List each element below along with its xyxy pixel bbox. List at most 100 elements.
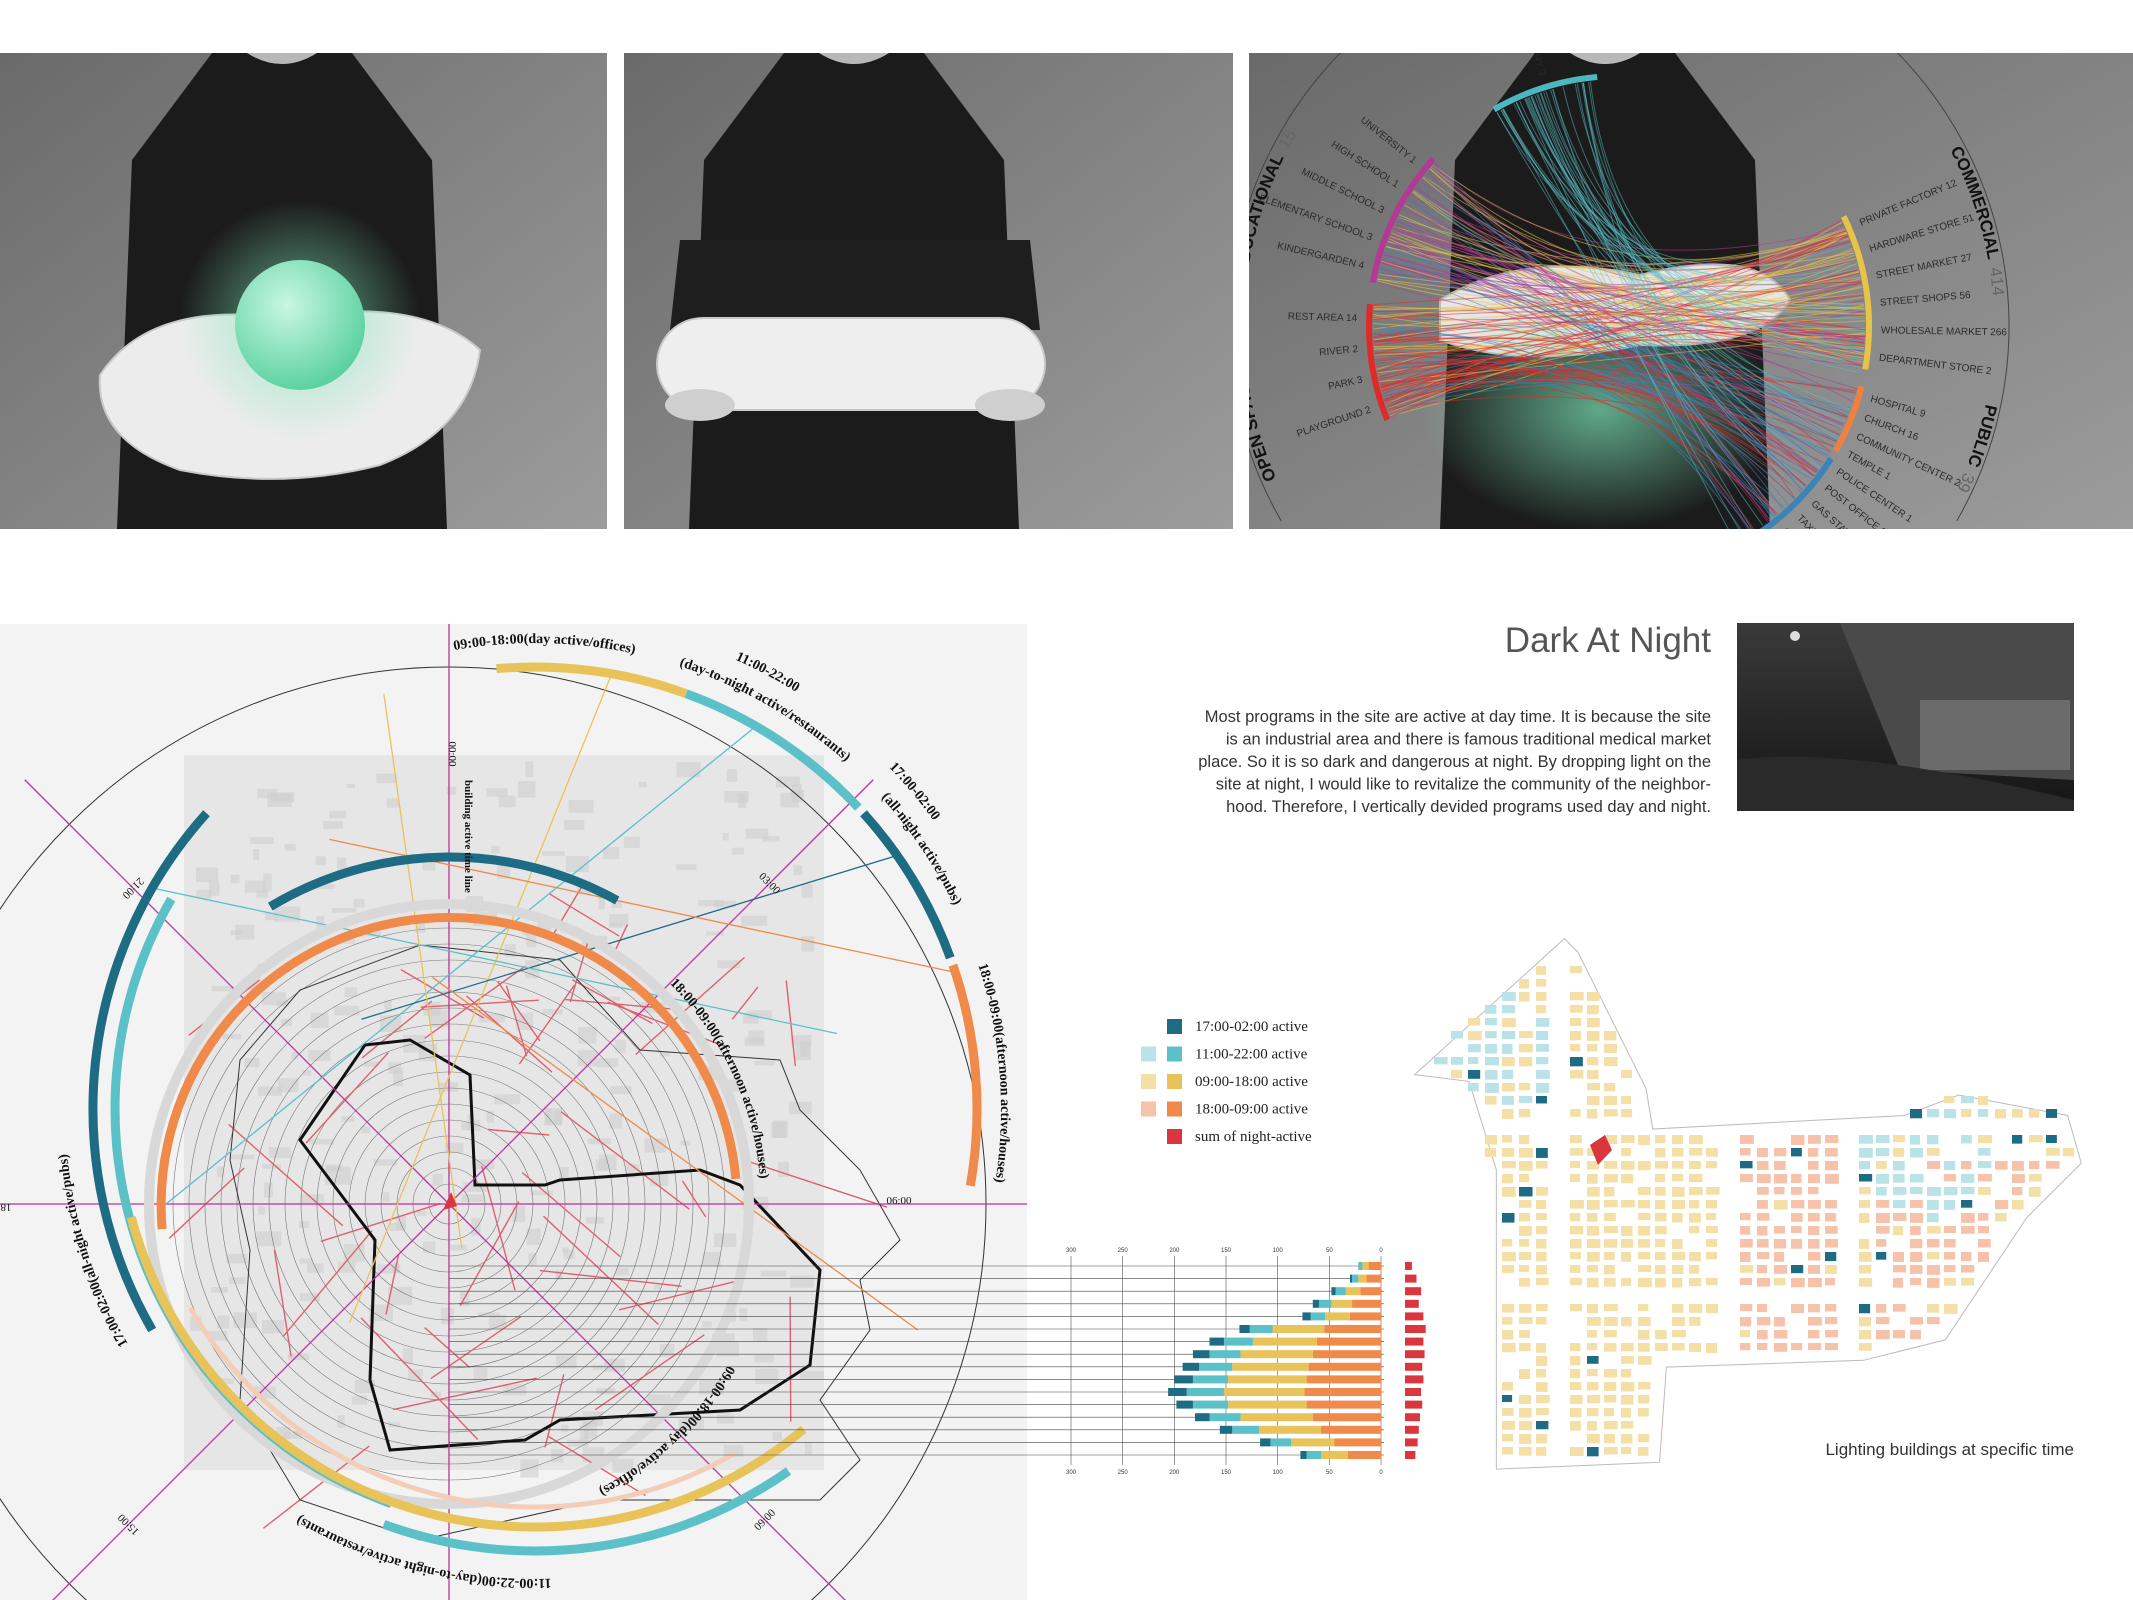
- night-sum-bar: [1405, 1287, 1422, 1296]
- building: [1638, 1447, 1649, 1456]
- building: [1587, 1096, 1600, 1106]
- building: [1757, 1226, 1768, 1236]
- building: [1910, 1239, 1923, 1249]
- connector: [361, 854, 898, 1020]
- group-arc: [1841, 215, 1872, 370]
- building: [1740, 1174, 1753, 1183]
- building: [1621, 1252, 1632, 1262]
- building: [1587, 1174, 1598, 1184]
- building: [1638, 1382, 1651, 1390]
- building: [1519, 979, 1530, 989]
- building: [1519, 1031, 1533, 1039]
- night-sum-bar: [1405, 1388, 1422, 1396]
- night-sum-bar: [1405, 1312, 1424, 1321]
- building: [1825, 1148, 1838, 1157]
- building: [2046, 1161, 2060, 1169]
- building: [1791, 1213, 1803, 1222]
- building: [1808, 1239, 1820, 1249]
- chord: [1515, 102, 1779, 514]
- building: [1570, 1148, 1584, 1156]
- aerial-texture: [698, 899, 724, 907]
- x-tick-label: 150: [1221, 1248, 1232, 1254]
- building: [1502, 992, 1516, 1001]
- building: [1485, 1070, 1498, 1080]
- street: [360, 1317, 479, 1440]
- building: [1910, 1278, 1922, 1286]
- building: [1910, 1252, 1923, 1262]
- building: [1740, 1239, 1753, 1248]
- building: [1570, 1382, 1582, 1390]
- aerial-texture: [264, 1182, 273, 1198]
- building: [1825, 1226, 1838, 1234]
- building: [1978, 1213, 1989, 1221]
- building: [1604, 1330, 1617, 1338]
- aerial-texture: [217, 1315, 230, 1329]
- chord-item-label: RIVER 2: [1319, 344, 1359, 358]
- building: [1587, 1382, 1599, 1391]
- aerial-texture: [416, 1210, 427, 1216]
- bar-segment: [1308, 1362, 1381, 1371]
- night-photo: [1737, 623, 2074, 811]
- chord: [1374, 355, 1779, 514]
- aerial-texture: [561, 1424, 569, 1433]
- building: [1706, 1252, 1718, 1260]
- aerial-texture: [475, 1159, 495, 1170]
- chord: [1387, 241, 1854, 271]
- bar-segment: [1306, 1375, 1381, 1384]
- aerial-texture: [772, 1431, 782, 1441]
- aerial-texture: [748, 1030, 765, 1044]
- lighting-map: [1413, 937, 2082, 1470]
- aerial-texture: [659, 1052, 670, 1057]
- building: [1706, 1213, 1717, 1221]
- legend-swatch: [1167, 1019, 1182, 1034]
- building: [1978, 1239, 1991, 1248]
- building: [1740, 1252, 1751, 1262]
- building: [1621, 1343, 1634, 1352]
- chord: [1373, 327, 1784, 510]
- building: [1655, 1239, 1666, 1248]
- building: [1927, 1265, 1940, 1275]
- building: [1519, 1343, 1531, 1352]
- bar-segment: [1312, 1413, 1381, 1422]
- chord: [1545, 90, 1861, 374]
- building: [1638, 1265, 1652, 1273]
- aerial-texture: [742, 1012, 759, 1024]
- bar-segment: [1223, 1388, 1305, 1396]
- aerial-texture: [395, 1215, 407, 1230]
- building: [1468, 1018, 1481, 1026]
- building: [1876, 1252, 1887, 1260]
- chord: [1531, 95, 1806, 488]
- building: [1468, 1070, 1481, 1079]
- building: [2012, 1200, 2024, 1210]
- x-tick-label: 100: [1273, 1470, 1284, 1476]
- building: [1825, 1265, 1837, 1274]
- building: [1604, 1304, 1618, 1312]
- building: [1638, 1239, 1650, 1248]
- x-tick-label: 50: [1326, 1470, 1333, 1476]
- building: [1672, 1304, 1684, 1313]
- building: [1587, 1304, 1599, 1314]
- bar-segment: [1199, 1362, 1233, 1371]
- aerial-texture: [608, 996, 620, 1001]
- building: [1536, 1369, 1547, 1378]
- building: [1519, 1200, 1532, 1208]
- aerial-texture: [741, 915, 768, 926]
- building: [1502, 1148, 1515, 1157]
- building: [1808, 1252, 1821, 1261]
- building: [1672, 1200, 1686, 1210]
- building: [1927, 1135, 1939, 1145]
- aerial-texture: [754, 1368, 779, 1384]
- building: [1961, 1174, 1975, 1183]
- aerial-texture: [308, 1049, 331, 1062]
- building: [1808, 1343, 1822, 1351]
- building: [1740, 1330, 1751, 1338]
- building: [1672, 1265, 1684, 1274]
- night-sum-bar: [1405, 1337, 1424, 1346]
- aerial-texture: [586, 1216, 605, 1224]
- building: [1536, 1343, 1547, 1353]
- building: [1536, 1148, 1548, 1158]
- aerial-texture: [713, 1233, 737, 1248]
- building: [1740, 1148, 1751, 1156]
- building: [1638, 1408, 1649, 1417]
